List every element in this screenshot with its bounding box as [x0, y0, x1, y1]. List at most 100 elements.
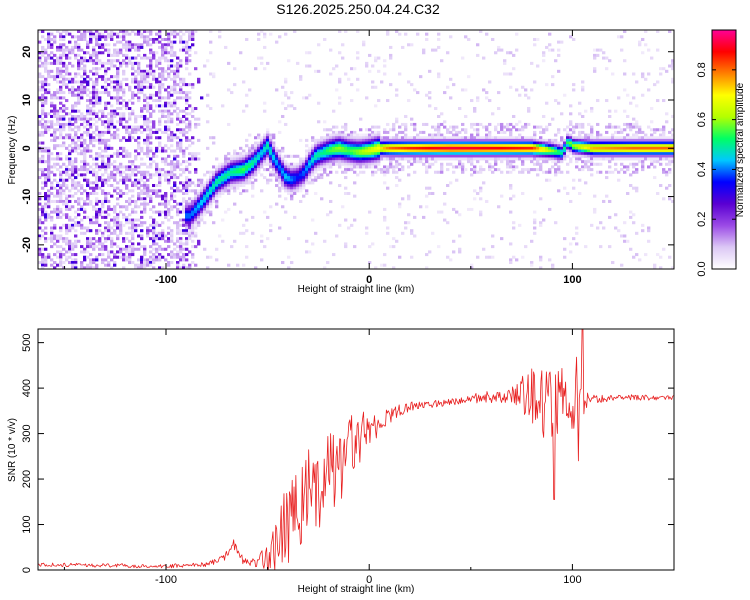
- heatmap-cell: [212, 173, 216, 177]
- heatmap-cell: [311, 168, 315, 172]
- heatmap-cell: [491, 141, 495, 145]
- heatmap-cell: [557, 154, 561, 158]
- heatmap-cell: [149, 59, 153, 63]
- heatmap-cell: [164, 215, 168, 219]
- heatmap-cell: [284, 154, 288, 158]
- heatmap-cell: [323, 149, 327, 153]
- heatmap-cell: [611, 138, 615, 142]
- heatmap-cell: [158, 80, 162, 84]
- heatmap-cell: [308, 162, 312, 166]
- heatmap-cell: [119, 146, 123, 150]
- heatmap-cell: [179, 141, 183, 145]
- heatmap-cell: [428, 149, 432, 153]
- heatmap-cell: [200, 194, 204, 198]
- heatmap-cell: [167, 261, 171, 265]
- heatmap-cell: [83, 56, 87, 60]
- heatmap-cell: [38, 250, 42, 254]
- heatmap-cell: [194, 231, 198, 235]
- heatmap-cell: [68, 77, 72, 81]
- heatmap-cell: [521, 162, 525, 166]
- heatmap-cell: [404, 125, 408, 129]
- heatmap-cell: [71, 186, 75, 190]
- heatmap-cell: [353, 152, 357, 156]
- heatmap-cell: [191, 152, 195, 156]
- heatmap-cell: [59, 101, 63, 105]
- heatmap-cell: [134, 181, 138, 185]
- heatmap-cell: [83, 149, 87, 153]
- heatmap-cell: [299, 165, 303, 169]
- heatmap-cell: [38, 88, 42, 92]
- heatmap-cell: [572, 141, 576, 145]
- heatmap-cell: [506, 141, 510, 145]
- heatmap-cell: [569, 149, 573, 153]
- heatmap-cell: [344, 157, 348, 161]
- heatmap-cell: [527, 152, 531, 156]
- heatmap-cell: [197, 117, 201, 121]
- heatmap-cell: [263, 210, 267, 214]
- heatmap-cell: [620, 149, 624, 153]
- heatmap-cell: [326, 133, 330, 137]
- heatmap-cell: [629, 184, 633, 188]
- heatmap-cell: [374, 56, 378, 60]
- heatmap-cell: [350, 162, 354, 166]
- heatmap-cell: [149, 149, 153, 153]
- heatmap-cell: [137, 152, 141, 156]
- heatmap-cell: [59, 85, 63, 89]
- heatmap-cell: [167, 120, 171, 124]
- heatmap-cell: [554, 146, 558, 150]
- heatmap-cell: [479, 210, 483, 214]
- heatmap-cell: [299, 77, 303, 81]
- heatmap-cell: [407, 213, 411, 217]
- heatmap-cell: [137, 53, 141, 57]
- heatmap-cell: [170, 170, 174, 174]
- heatmap-cell: [497, 154, 501, 158]
- heatmap-cell: [368, 162, 372, 166]
- heatmap-cell: [119, 30, 123, 34]
- heatmap-cell: [86, 237, 90, 241]
- heatmap-cell: [374, 141, 378, 145]
- heatmap-cell: [191, 234, 195, 238]
- heatmap-cell: [59, 261, 63, 265]
- heatmap-cell: [176, 176, 180, 180]
- heatmap-cell: [98, 35, 102, 39]
- heatmap-cell: [128, 250, 132, 254]
- heatmap-cell: [125, 173, 129, 177]
- heatmap-cell: [95, 266, 99, 270]
- heatmap-cell: [449, 258, 453, 262]
- heatmap-cell: [305, 51, 309, 55]
- heatmap-cell: [551, 117, 555, 121]
- heatmap-cell: [131, 125, 135, 129]
- heatmap-cell: [107, 67, 111, 71]
- heatmap-cell: [131, 43, 135, 47]
- heatmap-cell: [158, 72, 162, 76]
- heatmap-cell: [113, 136, 117, 140]
- heatmap-cell: [104, 138, 108, 142]
- heatmap-cell: [413, 170, 417, 174]
- heatmap-cell: [593, 162, 597, 166]
- heatmap-cell: [47, 37, 51, 41]
- heatmap-cell: [50, 96, 54, 100]
- heatmap-cell: [128, 189, 132, 193]
- heatmap-cell: [377, 168, 381, 172]
- heatmap-cell: [329, 210, 333, 214]
- heatmap-cell: [314, 146, 318, 150]
- heatmap-cell: [185, 130, 189, 134]
- heatmap-cell: [200, 210, 204, 214]
- heatmap-cell: [386, 144, 390, 148]
- heatmap-cell: [152, 122, 156, 126]
- heatmap-cell: [155, 191, 159, 195]
- heatmap-cell: [59, 152, 63, 156]
- heatmap-cell: [509, 85, 513, 89]
- heatmap-cell: [191, 223, 195, 227]
- heatmap-cell: [410, 138, 414, 142]
- heatmap-cell: [512, 53, 516, 57]
- heatmap-cell: [305, 178, 309, 182]
- heatmap-cell: [584, 146, 588, 150]
- heatmap-cell: [158, 247, 162, 251]
- heatmap-cell: [62, 109, 66, 113]
- heatmap-cell: [77, 99, 81, 103]
- heatmap-cell: [164, 234, 168, 238]
- heatmap-cell: [44, 197, 48, 201]
- heatmap-cell: [47, 213, 51, 217]
- heatmap-cell: [188, 197, 192, 201]
